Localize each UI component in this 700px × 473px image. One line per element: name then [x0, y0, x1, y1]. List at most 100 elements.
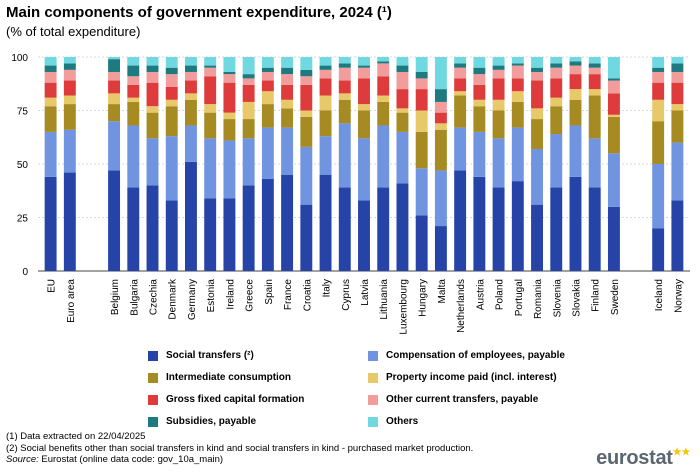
legend-item: Other current transfers, payable	[368, 394, 538, 405]
bar-segment	[44, 71, 57, 83]
bar-segment	[127, 101, 140, 126]
legend-item: Intermediate consumption	[148, 372, 291, 383]
bar-segment	[146, 65, 159, 72]
bar-segment	[454, 170, 467, 271]
bar-segment	[569, 61, 582, 66]
bar-segment	[165, 99, 178, 107]
bar-segment	[185, 57, 197, 66]
y-tick-label-0: 0	[22, 267, 28, 278]
legend-swatch	[148, 394, 158, 405]
bar-segment	[377, 187, 390, 271]
bar-segment	[165, 74, 178, 87]
bar-segment	[454, 63, 467, 68]
bar-segment	[569, 176, 582, 271]
bar-segment	[63, 63, 76, 70]
bar-segment	[261, 127, 274, 179]
bar-segment	[146, 71, 159, 83]
bar-segment	[473, 131, 486, 177]
legend-label: Others	[386, 416, 419, 427]
bar-segment	[127, 65, 140, 77]
footnotes: (1) Data extracted on 22/04/2025 (2) Soc…	[6, 431, 473, 466]
bar-segment	[165, 136, 178, 201]
bar-segment	[204, 104, 217, 113]
bar-segment	[358, 57, 370, 66]
bar-segment	[146, 138, 159, 186]
bar-segment	[652, 164, 665, 229]
x-tick-label: Greece	[245, 279, 256, 312]
x-tick-label: Belgium	[110, 279, 121, 315]
bar-segment	[415, 110, 428, 132]
bar-segment	[338, 80, 351, 94]
bar-segment	[165, 57, 178, 68]
bar-segment	[185, 71, 197, 81]
bar-segment	[377, 95, 390, 102]
bar-segment	[242, 101, 255, 120]
bar-segment	[454, 95, 467, 128]
bar-segment	[511, 101, 524, 128]
bar-segment	[434, 129, 447, 171]
bar-segment	[338, 123, 351, 188]
y-tick-label-75: 75	[17, 107, 29, 118]
bar-segment	[531, 204, 543, 271]
bar-segment	[185, 99, 197, 126]
bar-segment	[242, 57, 255, 75]
bar-segment	[607, 93, 620, 115]
bar-segment	[281, 127, 294, 175]
x-tick-label: Lithuania	[379, 279, 390, 320]
bar-segment	[358, 110, 370, 139]
bar-segment	[319, 78, 332, 96]
bar-segment	[454, 57, 467, 64]
x-tick-label: Romania	[533, 279, 544, 319]
bar-segment	[415, 215, 428, 271]
bar-segment	[281, 67, 294, 75]
bar-segment	[261, 91, 274, 105]
x-tick-label: Poland	[495, 279, 506, 310]
bar-segment	[652, 121, 665, 164]
chart-subtitle: (% of total expenditure)	[6, 24, 141, 39]
bar-segment	[377, 57, 390, 62]
bar-segment	[146, 185, 159, 271]
footnote-2: (2) Social benefits other than social tr…	[6, 442, 474, 454]
bar-segment	[63, 129, 76, 173]
legend-label: Social transfers (²)	[166, 350, 254, 361]
bar-segment	[44, 97, 57, 107]
bar-segment	[671, 110, 684, 143]
bar-segment	[671, 82, 684, 105]
bar-segment	[300, 204, 313, 271]
bar-segment	[473, 84, 486, 100]
bar-segment	[415, 131, 428, 169]
bar-segment	[281, 57, 294, 68]
bar-segment	[492, 69, 505, 79]
bar-segment	[415, 57, 428, 72]
bar-segment	[319, 110, 332, 137]
x-tick-label: Czechia	[149, 279, 160, 316]
bar-segment	[531, 119, 543, 150]
bar-segment	[300, 110, 313, 117]
bar-segment	[569, 57, 582, 62]
x-tick-label: Slovakia	[571, 279, 582, 317]
bar-segment	[358, 104, 370, 111]
bar-segment	[204, 112, 217, 139]
bar-segment	[671, 200, 684, 271]
bar-segment	[396, 89, 409, 109]
bar-segment	[550, 97, 563, 107]
bar-segment	[108, 121, 121, 171]
legend-swatch	[148, 350, 158, 361]
bar-segment	[242, 119, 255, 139]
bar-segment	[550, 106, 563, 135]
legend-item: Social transfers (²)	[148, 350, 254, 361]
bar-segment	[223, 82, 236, 113]
bar-segment	[300, 146, 313, 205]
bar-segment	[531, 71, 543, 81]
x-tick-label: Luxembourg	[398, 279, 409, 335]
bar-segment	[550, 67, 563, 79]
bar-segment	[607, 80, 620, 94]
bar-segment	[281, 84, 294, 100]
bar-segment	[396, 108, 409, 113]
bar-segment	[108, 170, 121, 271]
bar-segment	[261, 71, 274, 81]
bar-segment	[415, 89, 428, 111]
bar-segment	[204, 76, 217, 105]
bar-segment	[454, 78, 467, 92]
bar-segment	[652, 228, 665, 271]
